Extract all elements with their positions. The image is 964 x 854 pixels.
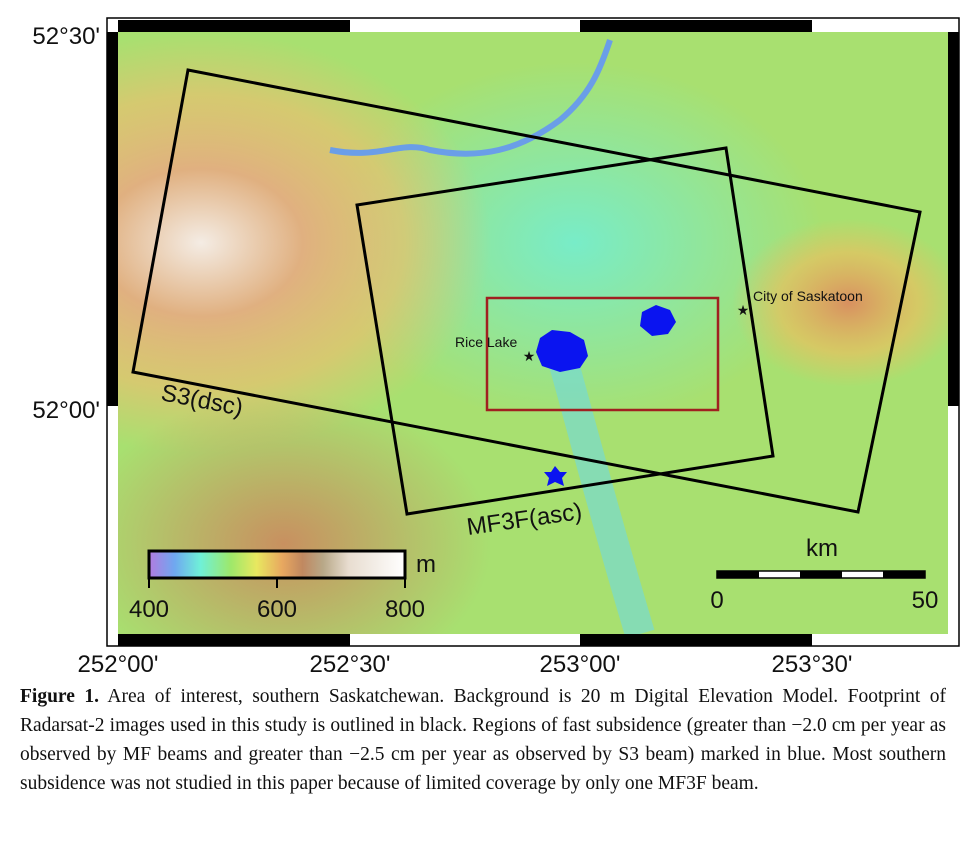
figure-caption: Figure 1. Area of interest, southern Sas… [20, 682, 946, 798]
lon-label: 253°00' [540, 651, 621, 678]
caption-text: Area of interest, southern Saskatchewan.… [20, 686, 946, 794]
scale-tick-label: 0 [710, 587, 723, 614]
scale-tick-label: 50 [912, 587, 939, 614]
place-label: City of Saskatoon [753, 288, 863, 304]
map-figure: ★ ★ Rice Lake City of Saskatoon S3(dsc) … [0, 0, 964, 680]
colorbar-tick-label: 600 [257, 596, 297, 623]
scale-bar [717, 571, 925, 578]
place-marker: ★ [523, 348, 536, 364]
lat-label: 52°30' [32, 23, 100, 50]
lon-label: 253°30' [772, 651, 853, 678]
colorbar [149, 551, 405, 578]
place-label: Rice Lake [455, 334, 517, 350]
caption-label: Figure 1. [20, 686, 99, 707]
lon-label: 252°30' [310, 651, 391, 678]
colorbar-tick-label: 800 [385, 596, 425, 623]
lon-label: 252°00' [78, 651, 159, 678]
scale-unit: km [806, 535, 838, 562]
colorbar-unit: m [416, 551, 436, 578]
colorbar-tick-label: 400 [129, 596, 169, 623]
page: {"figure": { "map": { "lat_labels": ["52… [0, 0, 964, 854]
place-marker: ★ [737, 302, 750, 318]
lat-label: 52°00' [32, 397, 100, 424]
